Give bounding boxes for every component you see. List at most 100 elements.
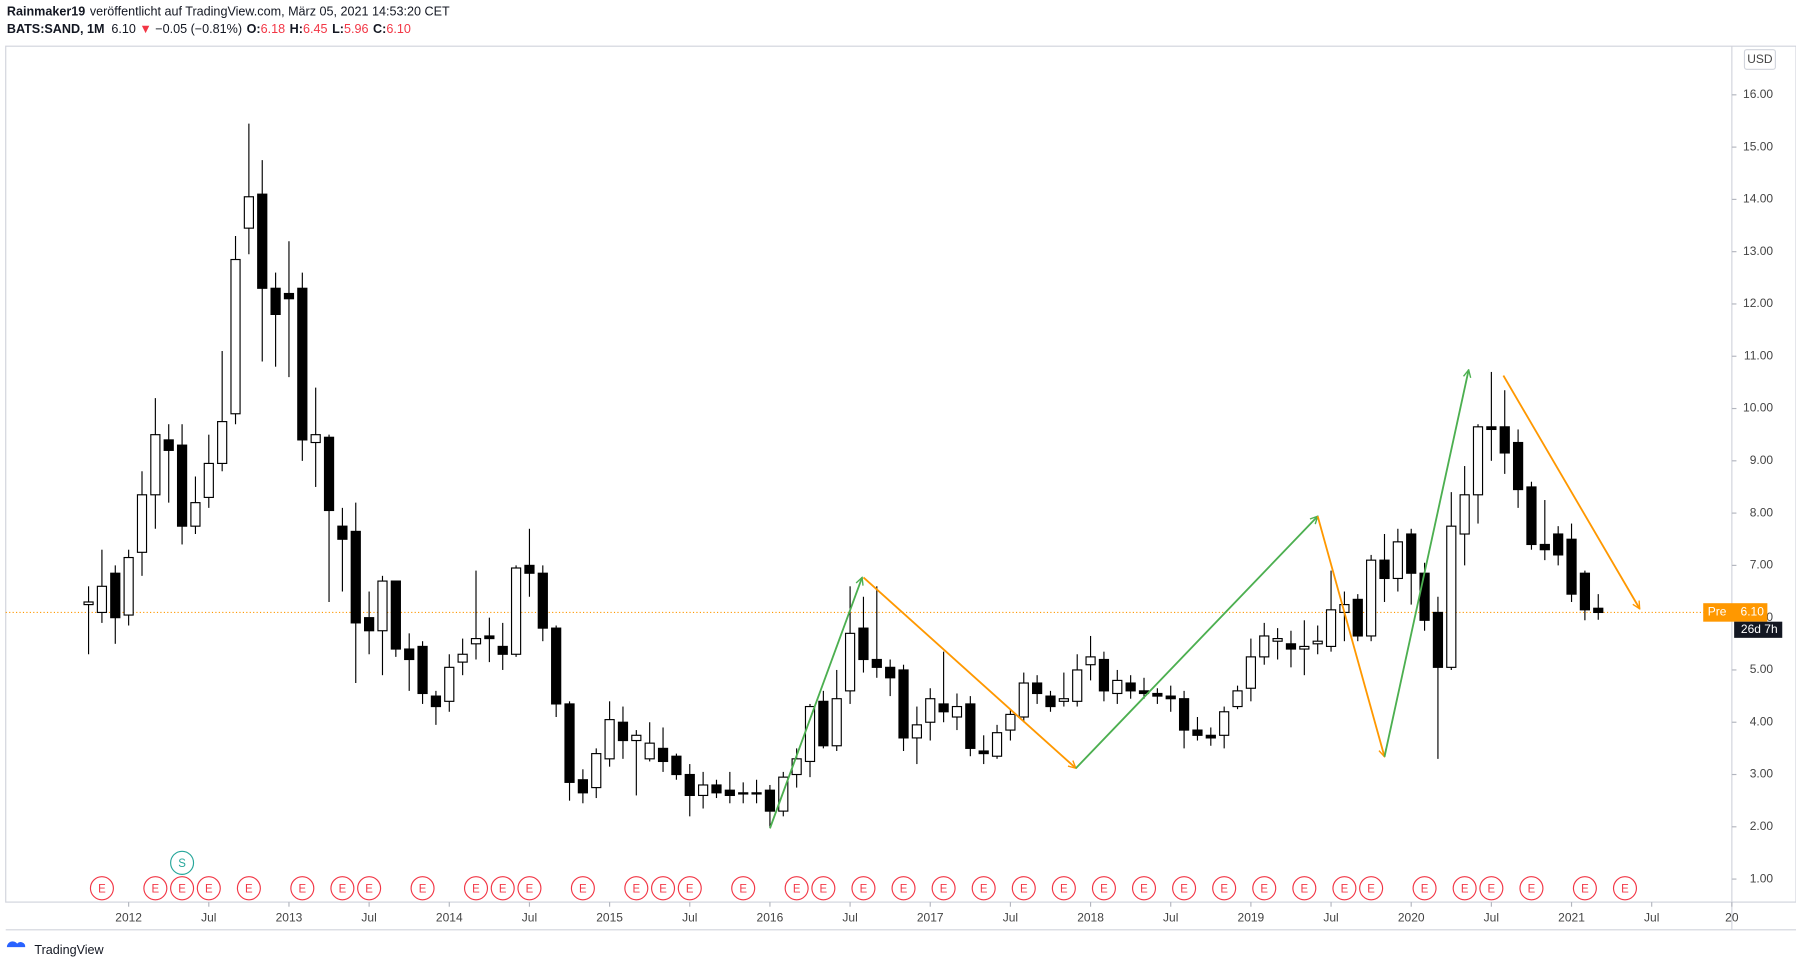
- candle-body: [1526, 486, 1537, 546]
- earnings-marker[interactable]: E: [1332, 876, 1357, 901]
- earnings-marker[interactable]: E: [170, 876, 195, 901]
- candle-body: [738, 792, 749, 795]
- logo[interactable]: TradingView: [6, 941, 105, 957]
- earnings-marker[interactable]: E: [143, 876, 168, 901]
- change-arrow: ▼: [139, 22, 151, 36]
- earnings-marker[interactable]: E: [570, 876, 595, 901]
- earnings-marker[interactable]: E: [1479, 876, 1504, 901]
- ohlc-label: C:: [373, 22, 386, 36]
- trend-arrow: [862, 576, 1075, 768]
- candle-body: [404, 648, 415, 661]
- earnings-label: E: [940, 883, 948, 895]
- currency-box[interactable]: [1743, 49, 1776, 70]
- earnings-marker[interactable]: E: [330, 876, 355, 901]
- earnings-marker[interactable]: E: [1519, 876, 1544, 901]
- candle-body: [1392, 541, 1403, 580]
- earnings-circle: [1479, 876, 1504, 901]
- candle-body: [537, 572, 548, 629]
- earnings-marker[interactable]: E: [410, 876, 435, 901]
- earnings-label: E: [1528, 883, 1536, 895]
- earnings-marker[interactable]: E: [1359, 876, 1384, 901]
- x-tick-label: Jul: [1003, 910, 1018, 924]
- candle-body: [724, 789, 735, 797]
- x-tick-label: Jul: [1484, 910, 1499, 924]
- y-tick-label: 7.00: [1750, 558, 1774, 572]
- earnings-marker[interactable]: E: [1172, 876, 1197, 901]
- earnings-marker[interactable]: E: [196, 876, 221, 901]
- y-tick-label: 8.00: [1750, 505, 1774, 519]
- earnings-label: E: [820, 883, 828, 895]
- earnings-marker[interactable]: E: [357, 876, 382, 901]
- earnings-circle: [731, 876, 756, 901]
- candle-body: [524, 564, 535, 574]
- candle-body: [390, 580, 401, 650]
- candle-body: [871, 658, 882, 668]
- earnings-marker[interactable]: E: [1292, 876, 1317, 901]
- candle-body: [978, 750, 989, 755]
- candle-body: [1566, 538, 1577, 595]
- earnings-marker[interactable]: E: [891, 876, 916, 901]
- candle-body: [96, 585, 108, 614]
- published: veröffentlicht auf TradingView.com, März…: [90, 5, 450, 19]
- earnings-label: E: [205, 883, 213, 895]
- earnings-marker[interactable]: E: [651, 876, 676, 901]
- brand: TradingView: [34, 943, 104, 957]
- earnings-marker[interactable]: E: [731, 876, 756, 901]
- earnings-marker[interactable]: E: [517, 876, 542, 901]
- earnings-marker[interactable]: E: [290, 876, 315, 901]
- earnings-marker[interactable]: E: [811, 876, 836, 901]
- earnings-marker[interactable]: E: [624, 876, 649, 901]
- x-tick-label: Jul: [361, 910, 376, 924]
- earnings-marker[interactable]: E: [851, 876, 876, 901]
- candle-body: [617, 721, 629, 742]
- candle-body: [1152, 692, 1163, 697]
- earnings-marker[interactable]: E: [1051, 876, 1076, 901]
- candle-body: [631, 734, 642, 742]
- earnings-marker[interactable]: E: [1412, 876, 1437, 901]
- candle-body: [1018, 682, 1029, 718]
- earnings-marker[interactable]: E: [971, 876, 996, 901]
- earnings-marker[interactable]: E: [677, 876, 702, 901]
- split-marker[interactable]: S: [170, 850, 195, 875]
- candle-body: [938, 703, 949, 713]
- candle-body: [698, 784, 709, 797]
- earnings-circle: [1612, 876, 1638, 901]
- earnings-circle: [290, 876, 315, 901]
- trend-arrow: [1075, 516, 1318, 769]
- y-tick-label: 11.00: [1744, 348, 1773, 362]
- candle-body: [123, 556, 134, 616]
- earnings-label: E: [98, 883, 106, 895]
- y-tick-label: 1.00: [1750, 871, 1774, 885]
- earnings-marker[interactable]: E: [1612, 876, 1638, 901]
- x-tick-label: Jul: [682, 910, 697, 924]
- earnings-circle: [1572, 876, 1597, 901]
- earnings-marker[interactable]: E: [1572, 876, 1597, 901]
- candle-body: [564, 703, 575, 783]
- candle-body: [444, 666, 455, 702]
- earnings-circle: [1292, 876, 1317, 901]
- earnings-marker[interactable]: E: [1452, 876, 1477, 901]
- earnings-circle: [1359, 876, 1384, 901]
- y-tick-label: 4.00: [1750, 714, 1774, 728]
- y-tick-label: 13.00: [1743, 244, 1773, 258]
- earnings-label: E: [1367, 883, 1375, 895]
- earnings-marker[interactable]: E: [463, 876, 489, 901]
- earnings-marker[interactable]: E: [784, 876, 809, 901]
- earnings-marker[interactable]: E: [1252, 876, 1277, 901]
- candle-body: [1459, 494, 1470, 535]
- earnings-marker[interactable]: E: [931, 876, 956, 901]
- candle-body: [1178, 698, 1190, 731]
- earnings-circle: [1172, 876, 1197, 901]
- earnings-marker[interactable]: E: [1212, 876, 1237, 901]
- earnings-marker[interactable]: E: [1091, 876, 1116, 901]
- earnings-label: E: [365, 883, 373, 895]
- earnings-marker[interactable]: E: [1011, 876, 1036, 901]
- candle-body: [1446, 525, 1457, 668]
- earnings-marker[interactable]: E: [490, 876, 515, 901]
- earnings-circle: [931, 876, 956, 901]
- earnings-marker[interactable]: E: [1131, 876, 1157, 901]
- earnings-marker[interactable]: E: [89, 876, 114, 901]
- earnings-marker[interactable]: E: [236, 876, 261, 901]
- earnings-label: E: [1100, 883, 1108, 895]
- earnings-circle: [170, 876, 195, 901]
